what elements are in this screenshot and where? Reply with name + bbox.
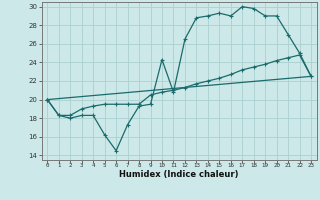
X-axis label: Humidex (Indice chaleur): Humidex (Indice chaleur)	[119, 170, 239, 179]
